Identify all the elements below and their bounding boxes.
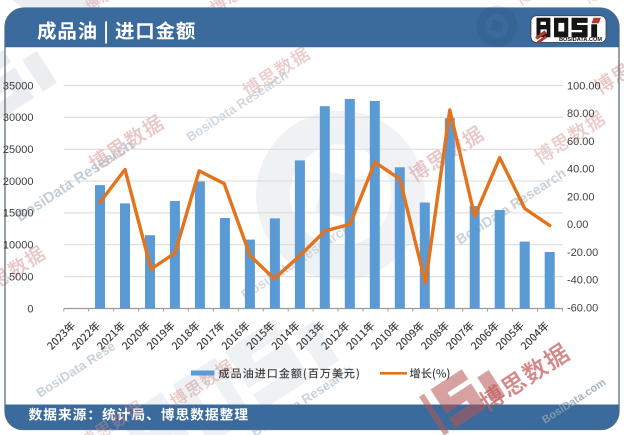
- svg-text:25000: 25000: [3, 144, 34, 156]
- svg-text:-60.00: -60.00: [567, 302, 598, 314]
- svg-text:60.00: 60.00: [567, 136, 595, 148]
- svg-text:0.00: 0.00: [567, 219, 588, 231]
- svg-text:BosiData Research: BosiData Research: [183, 67, 291, 144]
- svg-text:10000: 10000: [3, 240, 34, 252]
- svg-text:100.00: 100.00: [567, 80, 601, 92]
- svg-text:20.00: 20.00: [567, 191, 595, 203]
- svg-text:BOSIDATA.COM: BOSIDATA.COM: [559, 37, 602, 43]
- svg-text:80.00: 80.00: [567, 108, 595, 120]
- svg-text:-40.00: -40.00: [567, 275, 598, 287]
- svg-text:0: 0: [27, 303, 33, 315]
- svg-text:35000: 35000: [3, 80, 34, 92]
- svg-text:BosiData Rese: BosiData Rese: [33, 338, 118, 400]
- svg-text:-20.00: -20.00: [567, 247, 598, 259]
- svg-text:30000: 30000: [3, 112, 34, 124]
- svg-text:40.00: 40.00: [567, 164, 595, 176]
- svg-text:5000: 5000: [9, 271, 33, 283]
- svg-text:20000: 20000: [3, 176, 34, 188]
- svg-text:15000: 15000: [3, 208, 34, 220]
